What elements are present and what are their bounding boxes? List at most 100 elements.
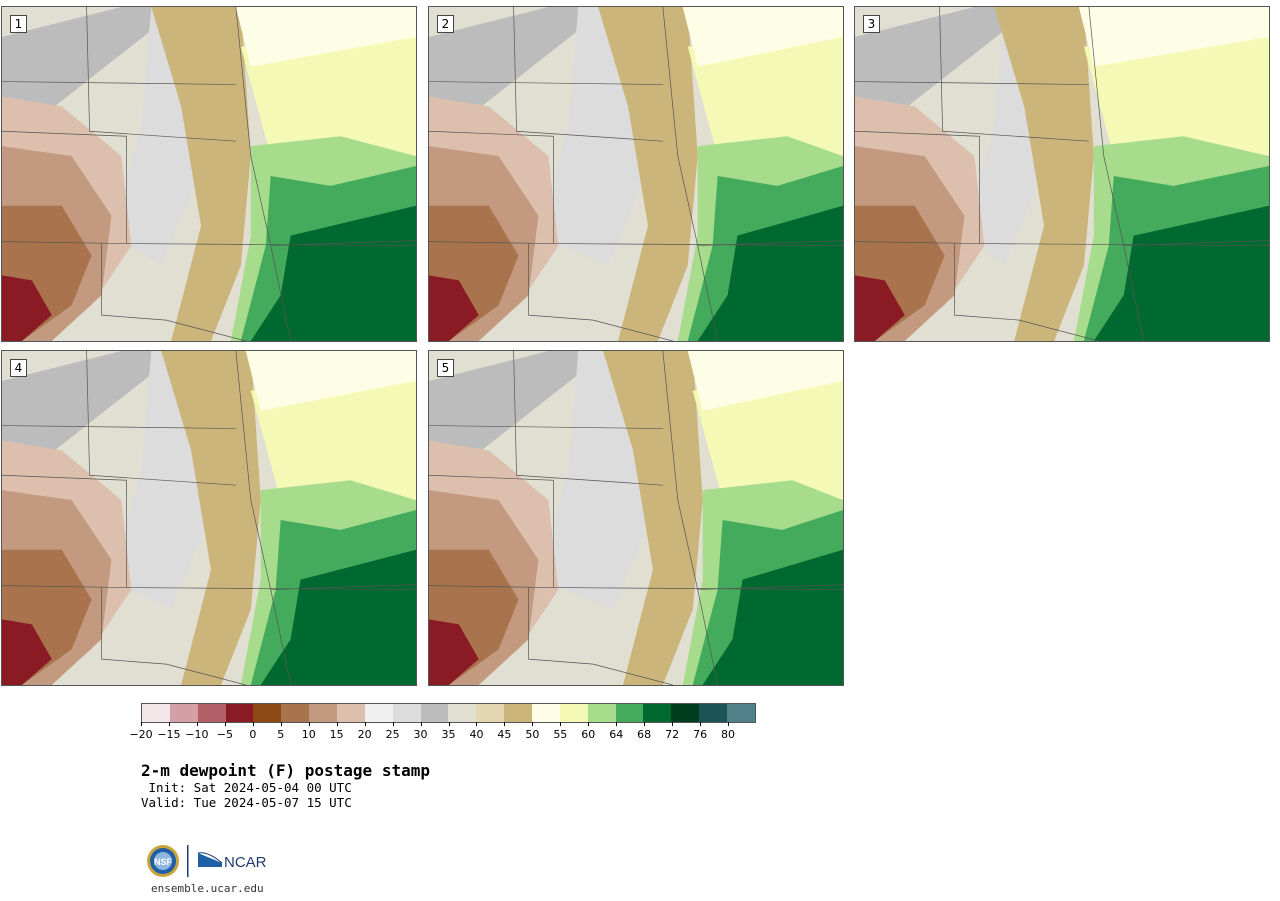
map-panel-2: 2 xyxy=(428,6,844,342)
state-border xyxy=(553,587,843,590)
colorbar-tick-label: −15 xyxy=(157,728,181,741)
state-border xyxy=(126,587,416,590)
dark-green-zone xyxy=(702,549,843,685)
colorbar-tick xyxy=(728,722,730,726)
colorbar-swatch xyxy=(699,704,728,722)
map-panel-3: 3 xyxy=(854,6,1270,342)
tan-zone xyxy=(151,7,251,341)
colorbar-tick-label: 72 xyxy=(665,728,680,741)
svg-text:NCAR: NCAR xyxy=(224,854,267,871)
colorbar-ticks: −20 −15 −10 −5 0 5 10 15 20 25 30 35 40 45 50 55 60 64 68 7… xyxy=(129,722,756,742)
colorbar-swatch xyxy=(309,704,338,722)
tan-zone xyxy=(598,7,698,341)
colorbar-tick xyxy=(364,722,366,726)
colorbar-swatch xyxy=(337,704,365,722)
colorbar-tick-label: 25 xyxy=(385,728,400,741)
colorbar-tick xyxy=(224,722,226,726)
state-border xyxy=(429,130,554,244)
state-border xyxy=(513,351,663,486)
colorbar-tick xyxy=(308,722,310,726)
colorbar-swatch xyxy=(615,704,644,722)
colorbar-tick-label: 50 xyxy=(525,728,540,741)
dewpoint-map-2 xyxy=(429,7,843,341)
colorbar-swatch xyxy=(142,704,170,722)
colorbar-tick-label: 45 xyxy=(497,728,512,741)
state-border xyxy=(553,243,843,246)
colorbar-tick xyxy=(560,722,562,726)
colorbar-swatch xyxy=(559,704,588,722)
state-border xyxy=(429,474,554,588)
tan-zone xyxy=(994,7,1094,341)
colorbar-tick-label: −10 xyxy=(185,728,209,741)
colorbar-swatch xyxy=(532,704,560,722)
state-border xyxy=(101,587,246,685)
colorbar-tick xyxy=(616,722,618,726)
state-border xyxy=(235,7,291,341)
colorbar-tick-label: 0 xyxy=(249,728,257,741)
colorbar-tick-label: 76 xyxy=(693,728,708,741)
nsf-logo-icon: NSF xyxy=(147,845,179,877)
colorbar-swatch xyxy=(476,704,505,722)
colorbar-tick xyxy=(644,722,646,726)
colorbar-swatch xyxy=(197,704,226,722)
website-url: ensemble.ucar.edu xyxy=(151,882,264,895)
gray-zone xyxy=(2,351,182,471)
colorbar-swatch xyxy=(727,704,755,722)
colorbar-swatch xyxy=(364,704,393,722)
colorbar-swatch xyxy=(671,704,700,722)
colorbar-swatch xyxy=(643,704,672,722)
colorbar-swatch xyxy=(225,704,254,722)
dark-green-zone xyxy=(250,205,416,341)
very-dry-zone xyxy=(2,275,52,341)
dewpoint-map-5 xyxy=(429,351,843,685)
colorbar-tick-label: 15 xyxy=(329,728,344,741)
dark-green-zone xyxy=(697,205,843,341)
colorbar-tick xyxy=(280,722,282,726)
panel-label-4: 4 xyxy=(10,359,27,377)
svg-text:NSF: NSF xyxy=(154,857,173,867)
panel-label-3: 3 xyxy=(863,15,880,33)
very-dry-zone xyxy=(429,619,479,685)
colorbar-tick xyxy=(392,722,394,726)
colorbar-swatch xyxy=(587,704,616,722)
colorbar-swatch xyxy=(169,704,198,722)
colorbar-tick-label: 64 xyxy=(609,728,624,741)
state-border xyxy=(528,587,673,685)
gray-zone xyxy=(429,7,609,127)
colorbar-tick-label: 68 xyxy=(637,728,652,741)
state-border xyxy=(86,351,236,486)
colorbar-tick xyxy=(168,722,170,726)
state-border xyxy=(954,243,1099,341)
pale-yellow-zone xyxy=(235,7,416,67)
state-border xyxy=(528,243,673,341)
gray-zone xyxy=(2,7,182,127)
colorbar-tick xyxy=(532,722,534,726)
colorbar-swatch xyxy=(448,704,477,722)
colorbar-tick xyxy=(252,722,254,726)
state-border xyxy=(270,240,416,246)
colorbar-tick xyxy=(700,722,702,726)
colorbar-tick xyxy=(420,722,422,726)
colorbar-tick-label: 30 xyxy=(413,728,428,741)
colorbar-tick-label: −20 xyxy=(129,728,153,741)
colorbar-tick xyxy=(141,722,142,726)
dark-green-zone xyxy=(1093,205,1269,341)
init-time: Init: Sat 2024-05-04 00 UTC xyxy=(141,780,352,795)
map-panel-1: 1 xyxy=(1,6,417,342)
colorbar-tick xyxy=(196,722,198,726)
panel-label-5: 5 xyxy=(437,359,454,377)
state-border xyxy=(2,130,127,244)
pale-yellow-zone xyxy=(1078,7,1269,67)
state-border xyxy=(101,243,246,341)
nsf-ncar-logo: NSF NCAR xyxy=(145,843,275,879)
colorbar-tick-label: 20 xyxy=(357,728,372,741)
state-border xyxy=(939,7,1089,142)
colorbar-tick-label: 10 xyxy=(301,728,316,741)
gray-zone xyxy=(855,7,1035,127)
colorbar xyxy=(141,703,756,723)
state-border xyxy=(429,425,663,429)
state-border xyxy=(126,243,416,246)
tan-zone xyxy=(161,351,261,685)
colorbar-tick-label: 80 xyxy=(721,728,736,741)
state-border xyxy=(2,425,236,429)
